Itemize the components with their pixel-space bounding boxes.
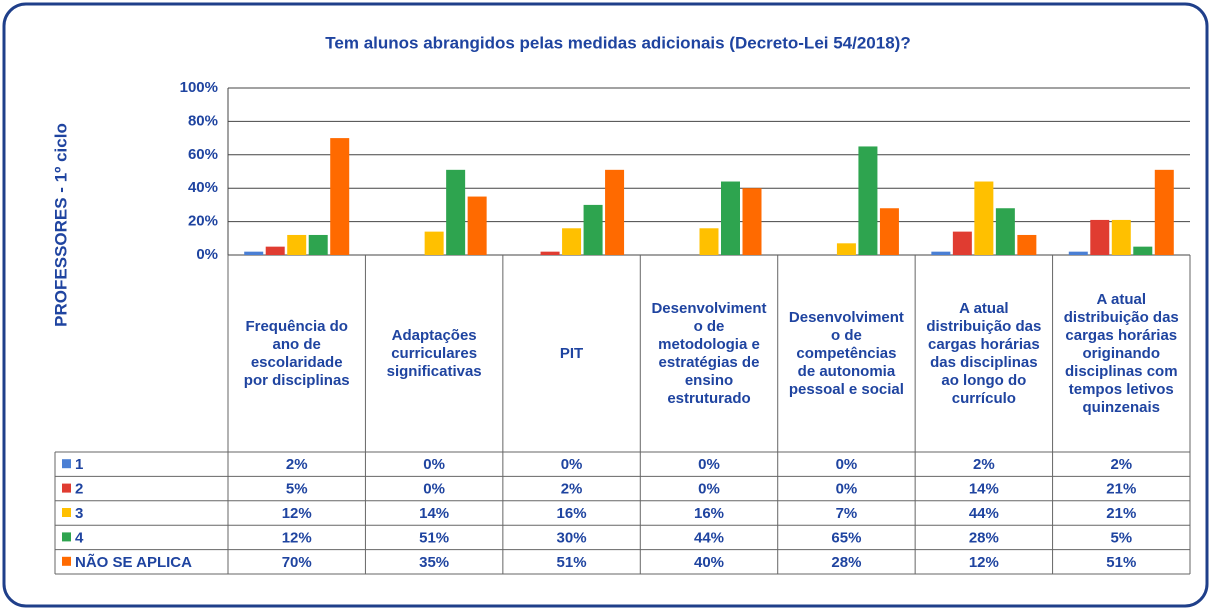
table-cell: 44%	[694, 529, 724, 546]
table-cell: 12%	[282, 529, 312, 546]
table-cell: 0%	[698, 481, 720, 498]
bar	[1017, 234, 1037, 255]
legend-swatch	[62, 532, 71, 542]
table-cell: 28%	[831, 554, 861, 571]
bar	[974, 181, 994, 255]
x-tick-label: Adaptações curriculares significativas	[386, 326, 482, 380]
table-cell: 30%	[557, 529, 587, 546]
legend-label: NÃO SE APLICA	[75, 553, 192, 571]
table-cell: 14%	[419, 505, 449, 522]
table-cell: 21%	[1106, 481, 1136, 498]
table-cell: 0%	[423, 456, 445, 473]
table-cell: 2%	[286, 456, 308, 473]
y-axis-label: PROFESSORES - 1º ciclo	[51, 123, 70, 327]
legend-swatch	[62, 508, 71, 517]
bar	[931, 251, 951, 255]
table-cell: 65%	[831, 529, 861, 546]
y-tick-label: 20%	[188, 213, 218, 230]
bar	[265, 246, 285, 255]
bar	[424, 231, 444, 255]
table-cell: 35%	[419, 554, 449, 571]
x-tick-label: Frequência do ano de escolaridade por di…	[243, 317, 350, 389]
table-cell: 7%	[836, 505, 858, 522]
bar	[836, 243, 856, 255]
legend-swatch	[62, 459, 71, 469]
table-cell: 5%	[286, 481, 308, 498]
x-tick-label: Desenvolvimento de competências de auton…	[788, 308, 904, 398]
legend-label: 2	[75, 481, 83, 498]
table-cell: 0%	[561, 456, 583, 473]
legend-label: 4	[75, 529, 84, 546]
legend-label: 1	[75, 456, 83, 473]
table-cell: 0%	[836, 481, 858, 498]
table-cell: 0%	[698, 456, 720, 473]
chart-title: Tem alunos abrangidos pelas medidas adic…	[325, 33, 910, 52]
table-cell: 2%	[973, 456, 995, 473]
table-cell: 21%	[1106, 505, 1136, 522]
table-cell: 0%	[423, 481, 445, 498]
bar	[742, 188, 762, 255]
bar	[1133, 246, 1153, 255]
bar	[699, 228, 719, 255]
table-cell: 2%	[561, 481, 583, 498]
bar	[721, 181, 740, 255]
table-cell: 5%	[1110, 529, 1132, 546]
table-cell: 2%	[1110, 456, 1132, 473]
table-cell: 12%	[969, 554, 999, 571]
x-tick-label: A atual distribuição das cargas horárias…	[1063, 290, 1179, 416]
bar	[446, 169, 466, 255]
bar	[244, 251, 264, 255]
table-cell: 28%	[969, 529, 999, 546]
y-tick-label: 0%	[196, 246, 218, 263]
bar	[1068, 251, 1088, 255]
table-cell: 51%	[1106, 554, 1136, 571]
table-cell: 14%	[969, 481, 999, 498]
y-tick-label: 100%	[180, 79, 218, 96]
bar	[308, 234, 328, 255]
bar	[330, 138, 350, 255]
legend-swatch	[62, 483, 71, 493]
bar	[952, 231, 972, 255]
table-cell: 40%	[694, 554, 724, 571]
y-tick-label: 80%	[188, 112, 218, 129]
x-tick-label: PIT	[559, 344, 584, 362]
table-cell: 44%	[969, 505, 999, 522]
legend-label: 3	[75, 505, 83, 522]
bar	[583, 204, 603, 255]
table-cell: 0%	[836, 456, 858, 473]
bar	[287, 234, 307, 255]
x-tick-label: A atual distribuição das cargas horárias…	[926, 299, 1042, 407]
bar	[879, 208, 899, 255]
table-cell: 16%	[557, 505, 587, 522]
table-cell: 70%	[282, 554, 312, 571]
bar	[1111, 219, 1131, 255]
bar	[995, 208, 1015, 255]
bar	[467, 196, 487, 255]
table-cell: 16%	[694, 505, 724, 522]
y-tick-label: 40%	[188, 179, 218, 196]
x-tick-label: Desenvolvimento de metodologia e estraté…	[651, 299, 767, 407]
bar	[1090, 219, 1110, 255]
bar	[540, 251, 560, 255]
legend-swatch	[62, 556, 71, 566]
y-tick-label: 60%	[188, 146, 218, 163]
table-cell: 12%	[282, 505, 312, 522]
bar	[858, 146, 878, 255]
table-cell: 51%	[419, 529, 449, 546]
bar	[562, 228, 582, 255]
table-cell: 51%	[557, 554, 587, 571]
bar	[605, 169, 625, 255]
bar	[1154, 169, 1174, 255]
